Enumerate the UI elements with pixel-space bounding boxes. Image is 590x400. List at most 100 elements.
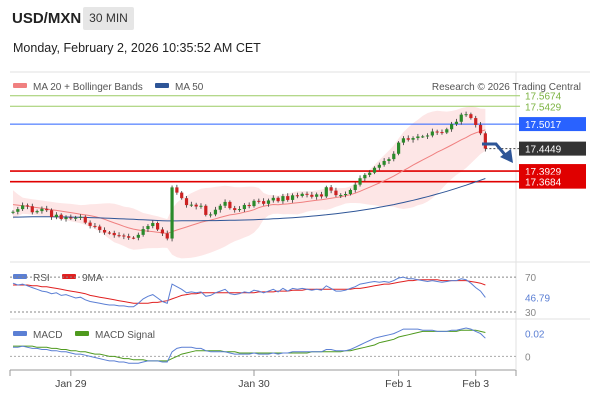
candle-body <box>421 136 425 138</box>
candle <box>25 203 30 210</box>
candle-body <box>242 204 246 210</box>
candle-body <box>30 206 34 213</box>
legend-label-rsi: RSI <box>33 273 50 284</box>
candle <box>21 202 25 211</box>
candle-body <box>406 138 410 140</box>
moving-averages <box>12 129 486 235</box>
candle <box>160 227 165 237</box>
candle-body <box>387 159 391 162</box>
candle <box>290 193 295 203</box>
ma50-line <box>13 178 486 222</box>
candle-body <box>25 205 30 207</box>
candle <box>180 191 184 200</box>
candle-body <box>262 201 266 204</box>
candle-body <box>469 114 473 119</box>
candle-body <box>93 225 97 227</box>
candle <box>127 233 131 240</box>
timeframe-button[interactable]: 30 MIN <box>83 7 134 30</box>
candle-body <box>271 197 275 201</box>
legend-label-macd-signal: MACD Signal <box>95 330 155 341</box>
candle-body <box>74 217 78 219</box>
candle-body <box>112 232 116 236</box>
candle-body <box>257 200 261 202</box>
candle-body <box>372 167 377 173</box>
candle-body <box>64 217 68 220</box>
candle-body <box>40 208 44 212</box>
candle-body <box>146 226 150 230</box>
candle-body <box>450 124 454 130</box>
candle <box>213 206 218 217</box>
candle-body <box>315 194 319 197</box>
candle <box>421 134 425 138</box>
candle <box>435 129 439 135</box>
rsi-line <box>12 276 486 308</box>
candle <box>266 198 271 207</box>
candle <box>271 195 275 203</box>
candle <box>122 233 126 240</box>
candle-body <box>353 184 357 190</box>
candle <box>233 205 237 213</box>
chart-datetime: Monday, February 2, 2026 10:35:52 AM CET <box>13 41 261 55</box>
candle <box>156 221 160 232</box>
candle-body <box>204 205 208 215</box>
candle-body <box>440 132 444 134</box>
candle <box>146 224 150 232</box>
candle-body <box>11 211 15 213</box>
candle-body <box>392 153 396 160</box>
candle <box>11 210 15 215</box>
candle <box>204 204 208 217</box>
x-tick-label-2: Feb 1 <box>385 378 412 390</box>
candle <box>469 112 473 120</box>
legend-swatch-rsi <box>13 274 27 279</box>
candle <box>440 129 444 135</box>
candle-body <box>358 178 362 185</box>
candle-body <box>78 216 83 218</box>
candle <box>209 212 213 218</box>
candle-body <box>237 209 242 211</box>
candle <box>483 131 487 152</box>
macd-legend: MACD MACD Signal <box>13 330 155 341</box>
candle-body <box>290 195 295 200</box>
candle-body <box>305 193 309 195</box>
candle-body <box>459 114 463 122</box>
candle-body <box>21 205 25 210</box>
candle <box>464 111 468 117</box>
candle-body <box>464 114 468 116</box>
macd-panel: 00.02 <box>10 327 545 364</box>
legend-label-ma20: MA 20 + Bollinger Bands <box>33 82 143 93</box>
candle <box>295 192 299 199</box>
candle-body <box>209 214 213 216</box>
candle-body <box>276 197 280 202</box>
macd-signal-line <box>13 329 486 362</box>
candle <box>59 213 63 221</box>
candle <box>310 191 314 199</box>
candle-body <box>107 232 111 234</box>
legend-swatch-rsi-ma <box>62 274 76 279</box>
candle <box>474 115 478 128</box>
candle <box>425 133 430 139</box>
candle <box>165 230 169 241</box>
candle <box>247 202 251 209</box>
symbol-title: USD/MXN <box>12 10 82 27</box>
candle <box>64 215 68 222</box>
candle <box>363 173 367 182</box>
candle <box>329 185 333 194</box>
candle <box>40 206 44 214</box>
candle-body <box>377 164 381 168</box>
candle-body <box>300 193 304 196</box>
candle-body <box>127 236 131 238</box>
price-level-tag-2 <box>519 117 586 132</box>
macd-line <box>13 327 486 364</box>
candle-body <box>334 190 338 196</box>
candle <box>257 198 261 204</box>
candle <box>372 166 377 175</box>
candle-body <box>286 196 290 200</box>
chart-frame <box>10 71 590 371</box>
candle-body <box>329 187 333 191</box>
candle-body <box>184 198 189 206</box>
x-tick-label-0: Jan 29 <box>55 378 87 390</box>
candle-body <box>88 222 92 226</box>
candle <box>377 162 381 171</box>
x-axis: Jan 29 Jan 30 Feb 1 Feb 3 <box>9 370 517 390</box>
